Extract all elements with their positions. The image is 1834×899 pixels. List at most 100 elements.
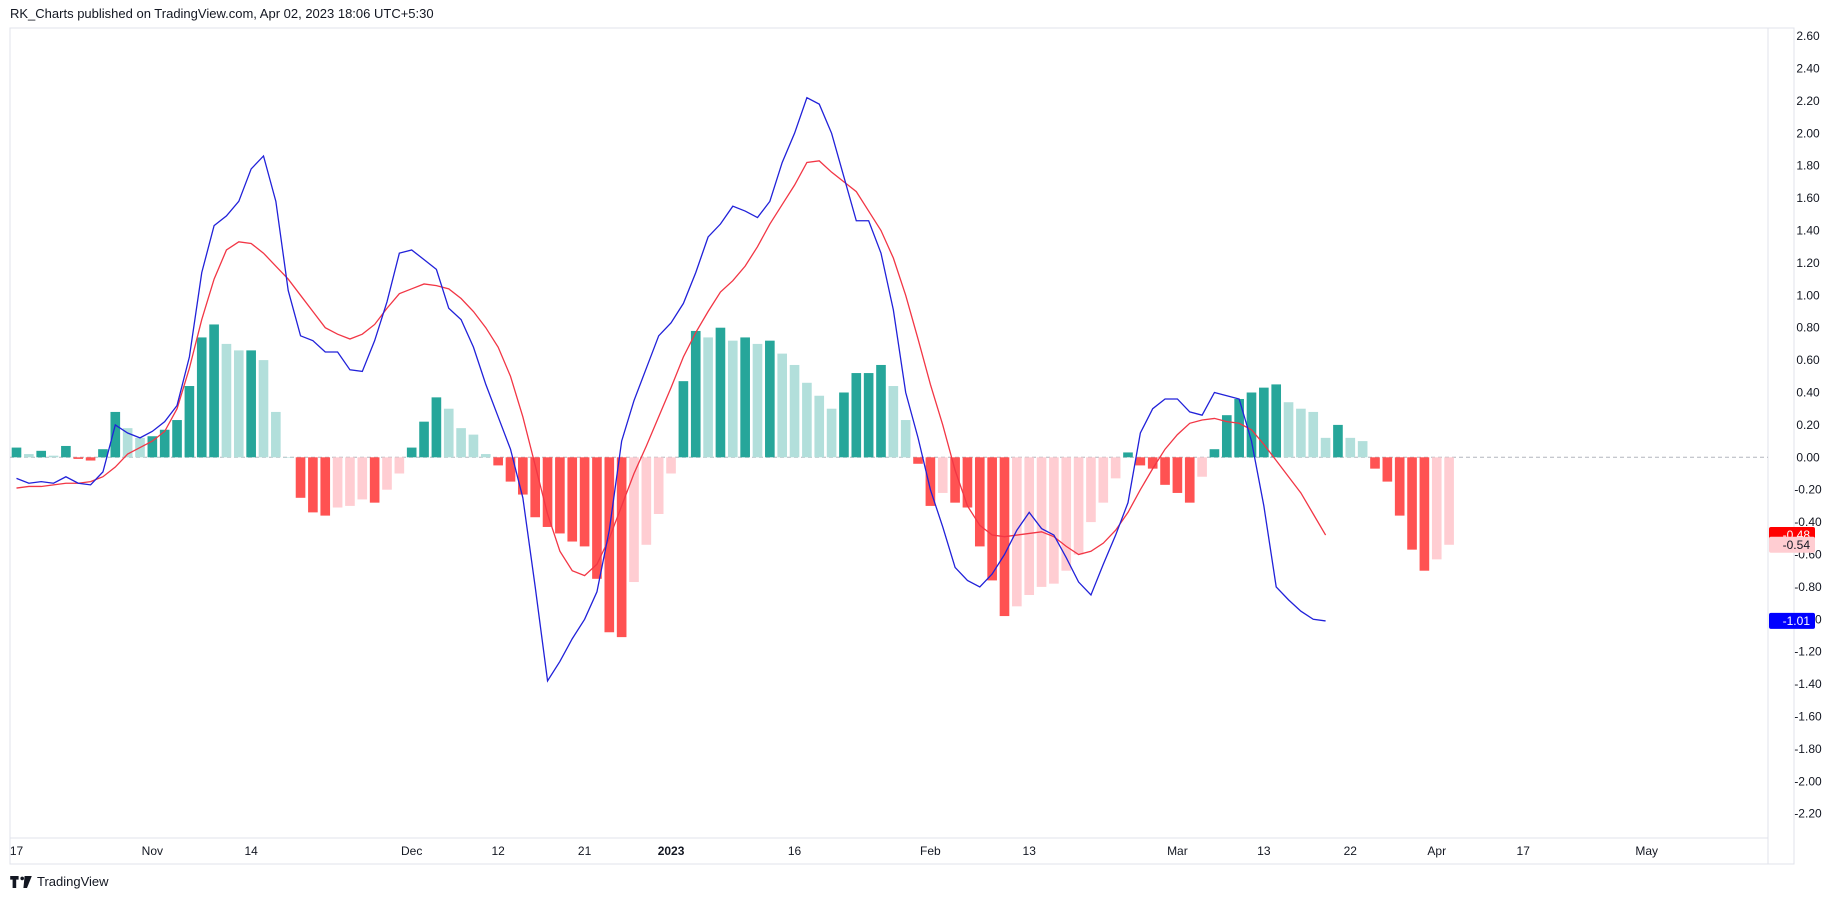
histogram-bar [443, 408, 454, 458]
histogram-bar [480, 454, 491, 458]
histogram-bar [1123, 452, 1133, 458]
y-tick-label: -1.80 [1794, 742, 1822, 756]
chart-border [9, 27, 1795, 865]
histogram-bar [419, 421, 429, 458]
histogram-bar [369, 457, 380, 503]
y-tick-label: 1.40 [1796, 224, 1820, 238]
histogram-bar [320, 457, 331, 516]
histogram-bar [196, 337, 207, 458]
histogram-bar [73, 457, 84, 459]
histogram-bar [1172, 457, 1183, 493]
histogram-bar [61, 445, 71, 458]
histogram-bar [110, 411, 121, 458]
x-tick-label: Nov [142, 844, 163, 858]
brand-text: TradingView [37, 874, 109, 889]
histogram-bar [246, 350, 256, 458]
histogram-bar [1370, 457, 1380, 469]
histogram-bar [431, 397, 442, 458]
histogram-bar [839, 392, 849, 458]
histogram-bar [814, 395, 825, 458]
histogram-bar [678, 381, 689, 458]
histogram-bar [1147, 457, 1158, 469]
histogram-bar [592, 457, 602, 579]
histogram-bar [826, 408, 837, 458]
x-tick-label: 21 [578, 844, 592, 858]
histogram-bar [518, 457, 528, 495]
histogram-bar [468, 434, 479, 458]
histogram-bar [1049, 457, 1059, 584]
histogram-bar [863, 373, 874, 458]
y-tick-label: 2.20 [1796, 94, 1820, 108]
histogram-bar [11, 447, 22, 458]
histogram-bar [1098, 457, 1109, 503]
histogram-bar [1209, 449, 1220, 458]
y-tick-label: 0.40 [1796, 386, 1820, 400]
histogram-bar [1357, 441, 1368, 458]
tradingview-logo[interactable]: TradingView [10, 874, 109, 889]
histogram-group [11, 324, 1454, 638]
y-tick-label: -1.40 [1794, 677, 1822, 691]
price-axis[interactable]: 2.60 2.40 2.20 2.00 1.80 1.60 1.40 1.20 1.00 0.80… [1794, 29, 1822, 821]
histogram-bar [567, 457, 578, 542]
histogram-bar [406, 447, 417, 458]
histogram-bar [505, 457, 516, 482]
x-tick-label: 17 [10, 844, 24, 858]
histogram-bar [740, 337, 750, 458]
y-tick-label: 1.60 [1796, 191, 1820, 205]
y-tick-label: 1.20 [1796, 256, 1820, 270]
histogram-bar [1024, 457, 1035, 595]
x-tick-label: May [1635, 844, 1658, 858]
y-tick-label: -2.00 [1794, 774, 1822, 788]
histogram-bar [1271, 384, 1282, 458]
histogram-bar [789, 364, 800, 458]
histogram-bar [715, 327, 726, 458]
y-tick-label: 0.60 [1796, 353, 1820, 367]
histogram-bar [85, 457, 96, 461]
last-value-text: -0.54 [1783, 538, 1811, 552]
histogram-bar [1382, 457, 1393, 482]
histogram-bar [1246, 392, 1257, 458]
y-tick-label: 2.00 [1796, 126, 1820, 140]
histogram-bar [1073, 457, 1084, 555]
histogram-bar [308, 457, 318, 513]
histogram-bar [332, 457, 343, 508]
histogram-bar [1184, 457, 1195, 503]
histogram-bar [122, 428, 133, 458]
histogram-bar [1221, 415, 1232, 458]
x-tick-label: 22 [1344, 844, 1358, 858]
histogram-bar [579, 457, 590, 547]
histogram-bar [24, 454, 34, 458]
histogram-bar [1283, 402, 1294, 458]
histogram-bar [653, 457, 664, 514]
histogram-bar [765, 340, 775, 458]
y-tick-label: -1.20 [1794, 645, 1822, 659]
histogram-bar [48, 455, 59, 458]
histogram-bar [1234, 398, 1244, 458]
histogram-bar [777, 353, 788, 458]
histogram-bar [900, 420, 911, 458]
x-tick-label: Dec [401, 844, 422, 858]
histogram-bar [1407, 457, 1417, 550]
histogram-bar [974, 457, 985, 547]
histogram-bar [159, 429, 170, 458]
histogram-bar [221, 343, 232, 458]
x-tick-label: 16 [788, 844, 802, 858]
y-tick-label: 1.80 [1796, 159, 1820, 173]
time-axis[interactable]: 17 Nov 14 Dec 12 21 2023 16 Feb 13 Mar 13 22 Apr 17 May [10, 844, 1658, 858]
histogram-bar [382, 457, 392, 490]
histogram-bar [962, 457, 973, 508]
histogram-bar [666, 457, 676, 474]
last-value-badge [1769, 612, 1815, 629]
histogram-bar [1259, 387, 1269, 458]
histogram-bar [727, 340, 738, 458]
x-tick-label: 14 [244, 844, 258, 858]
y-tick-label: 2.60 [1796, 29, 1820, 43]
histogram-bar [295, 457, 306, 498]
histogram-bar [1135, 457, 1146, 466]
histogram-bar [1012, 457, 1022, 607]
histogram-bar [851, 373, 862, 458]
y-tick-label: -0.80 [1794, 580, 1822, 594]
histogram-bar [394, 457, 405, 474]
histogram-bar [950, 457, 960, 503]
